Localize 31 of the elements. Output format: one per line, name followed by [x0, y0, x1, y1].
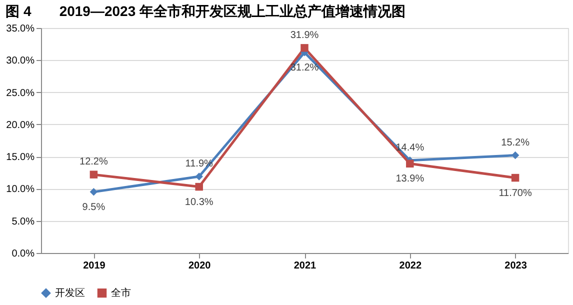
- x-tick-label: 2020: [188, 260, 212, 272]
- y-tick-label: 30.0%: [6, 56, 35, 67]
- data-label: 10.3%: [184, 196, 214, 208]
- y-tick-label: 10.0%: [6, 184, 35, 196]
- data-label: 11.70%: [498, 188, 532, 199]
- point: [406, 160, 414, 168]
- data-label: 13.9%: [396, 174, 424, 185]
- legend-label: 全市: [111, 287, 131, 300]
- point: [195, 172, 203, 180]
- data-label: 15.2%: [501, 137, 530, 148]
- y-tick-label: 15.0%: [6, 152, 35, 164]
- y-tick-label: 0.0%: [12, 248, 35, 260]
- point: [195, 182, 203, 191]
- x-tick-label: 2022: [399, 260, 422, 272]
- point: [90, 188, 98, 196]
- y-tick-label: 35.0%: [6, 24, 35, 34]
- point: [90, 170, 98, 178]
- x-tick-label: 2023: [504, 260, 528, 272]
- x-tick-label: 2019: [83, 260, 106, 272]
- x-tick-label: 2021: [294, 260, 317, 272]
- y-tick-label: 25.0%: [6, 88, 35, 99]
- y-tick-label: 20.0%: [6, 120, 35, 131]
- y-tick-label: 5.0%: [12, 216, 35, 228]
- point: [300, 44, 308, 52]
- chart-title: 图 4 2019—2023 年全市和开发区规上工业总产值增速情况图: [6, 3, 406, 19]
- point: [511, 151, 520, 160]
- data-label: 31.9%: [290, 30, 319, 41]
- data-label: 9.5%: [82, 202, 106, 213]
- data-label: 12.2%: [80, 156, 108, 168]
- point: [511, 174, 520, 182]
- legend-label: 开发区: [55, 288, 85, 300]
